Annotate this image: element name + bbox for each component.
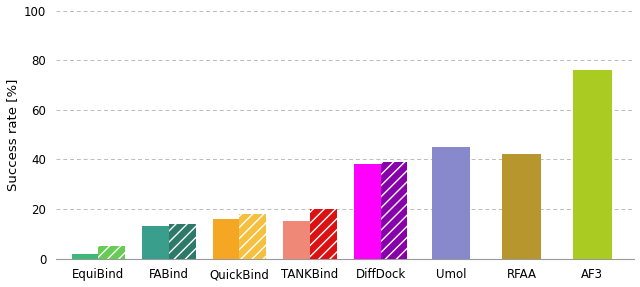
Bar bbox=[381, 162, 407, 259]
Bar bbox=[381, 162, 407, 259]
Bar bbox=[354, 164, 381, 259]
Bar bbox=[212, 219, 239, 259]
Bar bbox=[310, 209, 337, 259]
Bar bbox=[142, 226, 169, 259]
Bar bbox=[573, 70, 612, 259]
Bar bbox=[239, 214, 266, 259]
Bar bbox=[283, 222, 310, 259]
Bar bbox=[169, 224, 196, 259]
Bar bbox=[99, 246, 125, 259]
Y-axis label: Success rate [%]: Success rate [%] bbox=[6, 78, 19, 191]
Bar bbox=[239, 214, 266, 259]
Bar bbox=[310, 209, 337, 259]
Bar bbox=[502, 154, 541, 259]
Bar bbox=[99, 246, 125, 259]
Bar bbox=[72, 254, 99, 259]
Bar bbox=[431, 147, 470, 259]
Bar bbox=[169, 224, 196, 259]
